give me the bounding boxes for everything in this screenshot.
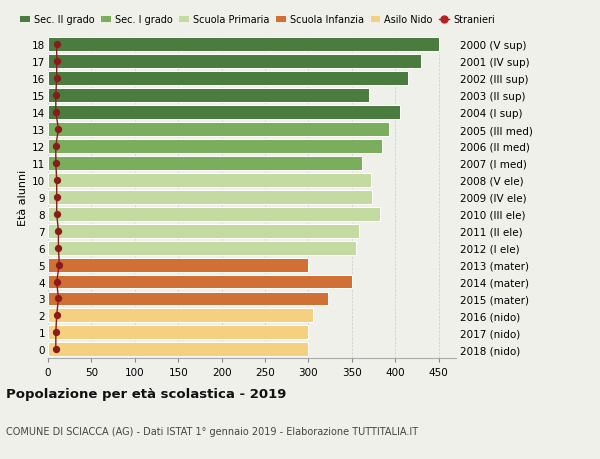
- Bar: [48, 275, 352, 289]
- Legend: Sec. II grado, Sec. I grado, Scuola Primaria, Scuola Infanzia, Asilo Nido, Stran: Sec. II grado, Sec. I grado, Scuola Prim…: [20, 16, 495, 25]
- Point: [52, 278, 61, 285]
- Point: [52, 75, 61, 83]
- Bar: [48, 224, 359, 238]
- Bar: [48, 292, 328, 306]
- Point: [53, 228, 63, 235]
- Point: [51, 143, 61, 150]
- Bar: [48, 72, 408, 86]
- Bar: [48, 326, 308, 340]
- Point: [52, 312, 61, 319]
- Bar: [48, 309, 313, 323]
- Point: [51, 109, 61, 117]
- Bar: [48, 174, 371, 187]
- Bar: [48, 123, 389, 137]
- Bar: [48, 258, 308, 272]
- Point: [52, 58, 61, 66]
- Point: [53, 126, 63, 134]
- Point: [53, 245, 63, 252]
- Point: [52, 194, 61, 201]
- Bar: [48, 342, 308, 357]
- Point: [51, 92, 61, 100]
- Text: COMUNE DI SCIACCA (AG) - Dati ISTAT 1° gennaio 2019 - Elaborazione TUTTITALIA.IT: COMUNE DI SCIACCA (AG) - Dati ISTAT 1° g…: [6, 426, 418, 436]
- Bar: [48, 190, 372, 204]
- Point: [51, 160, 61, 167]
- Bar: [48, 89, 369, 103]
- Point: [51, 346, 61, 353]
- Bar: [48, 55, 421, 69]
- Point: [52, 177, 61, 184]
- Text: Popolazione per età scolastica - 2019: Popolazione per età scolastica - 2019: [6, 387, 286, 400]
- Point: [55, 261, 64, 269]
- Bar: [48, 157, 362, 170]
- Bar: [48, 106, 400, 120]
- Y-axis label: Età alunni: Età alunni: [18, 169, 28, 225]
- Point: [52, 41, 61, 49]
- Point: [53, 295, 63, 302]
- Bar: [48, 140, 382, 154]
- Point: [52, 211, 61, 218]
- Bar: [48, 207, 380, 221]
- Point: [51, 329, 61, 336]
- Bar: [48, 38, 439, 52]
- Bar: [48, 241, 356, 255]
